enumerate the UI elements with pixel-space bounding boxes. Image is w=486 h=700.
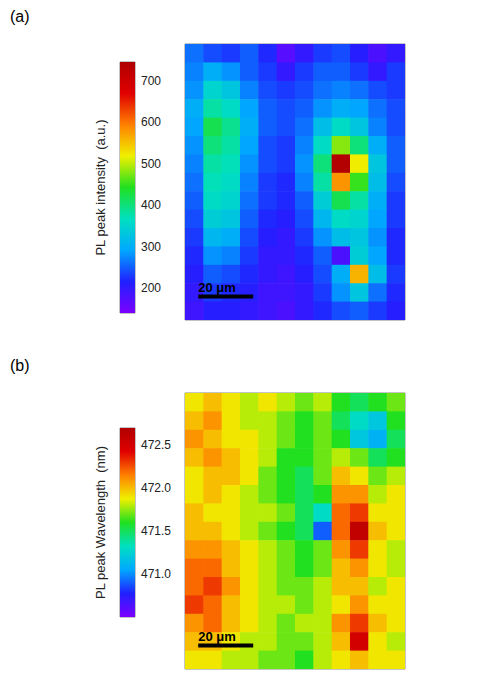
svg-text:20 μm: 20 μm [198,629,236,644]
svg-text:700: 700 [141,74,161,88]
svg-text:(a): (a) [10,8,30,25]
svg-text:(b): (b) [10,357,30,374]
svg-text:472.0: 472.0 [141,481,171,495]
svg-text:500: 500 [141,157,161,171]
svg-text:20 μm: 20 μm [198,280,236,295]
svg-text:600: 600 [141,115,161,129]
svg-text:472.5: 472.5 [141,438,171,452]
svg-text:300: 300 [141,240,161,254]
svg-text:471.0: 471.0 [141,567,171,581]
svg-text:PL peak Wavelength (nm): PL peak Wavelength (nm) [93,446,108,599]
svg-text:400: 400 [141,198,161,212]
svg-text:471.5: 471.5 [141,524,171,538]
svg-text:PL peak intensity (a.u.): PL peak intensity (a.u.) [93,119,108,255]
svg-text:200: 200 [141,281,161,295]
